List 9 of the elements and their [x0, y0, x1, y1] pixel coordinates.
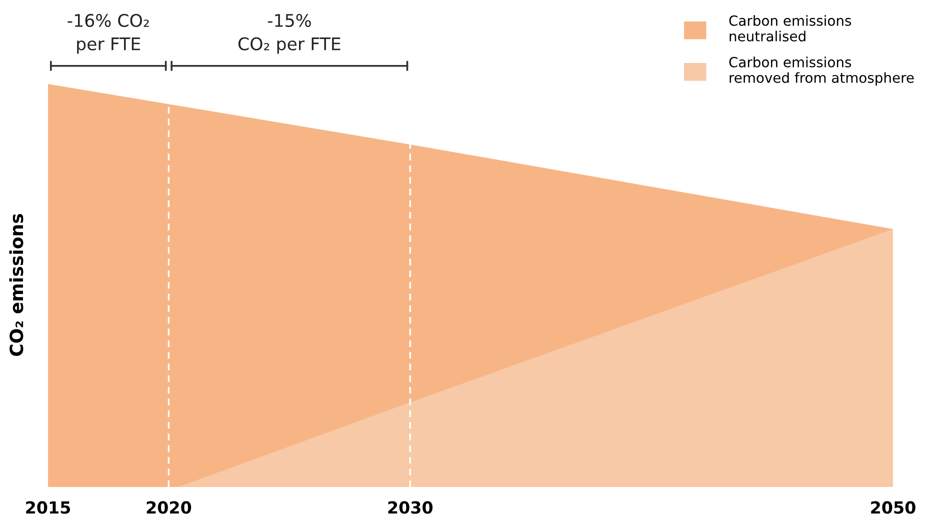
text: -16% CO₂ per FTE: [68, 14, 149, 54]
x-tick-label: 2030: [388, 501, 433, 514]
x-tick-label: 2050: [871, 501, 916, 514]
x-tick-label: 2015: [26, 501, 70, 514]
legend-label: Carbon emissions removed from atmosphere: [729, 56, 914, 86]
x-tick-label: 2020: [146, 501, 192, 514]
legend-label: Carbon emissions neutralised: [729, 15, 852, 42]
text: -15% CO₂ per FTE: [238, 14, 340, 54]
y-axis-title: CO₂ emissions: [9, 214, 24, 356]
